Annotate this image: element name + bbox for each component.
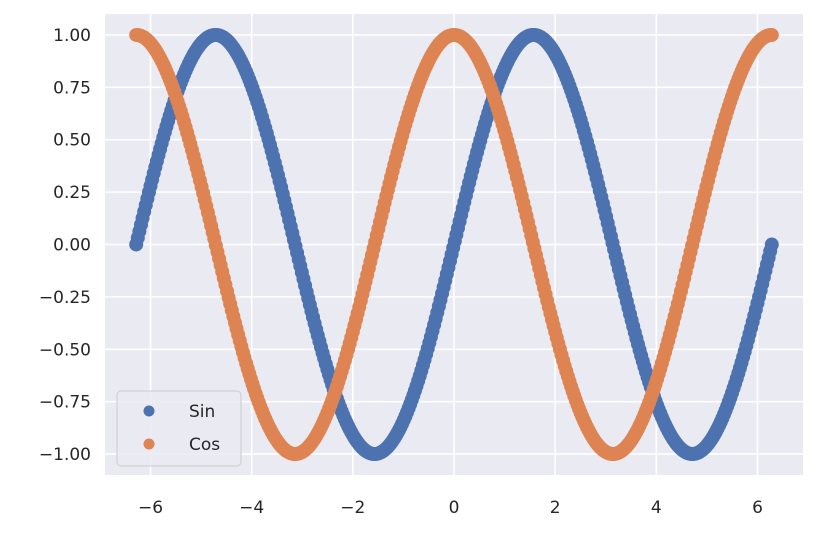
- legend-box: [116, 390, 242, 467]
- data-point: [764, 237, 779, 252]
- x-tick-label: −4: [239, 498, 264, 518]
- x-tick-label: −2: [340, 498, 365, 518]
- data-point: [764, 27, 779, 42]
- tick-labels: −6 −4 −2 0 2 4 6 1.00 0.75 0.50 0.25 0.00 −0.25 −0.50…: [39, 26, 763, 518]
- x-tick-label: 0: [449, 498, 460, 518]
- legend-label: Cos: [189, 435, 220, 455]
- legend: Sin Cos: [116, 390, 242, 467]
- y-tick-label: −0.25: [39, 288, 91, 308]
- series-cos: [129, 27, 779, 462]
- x-tick-label: −6: [138, 498, 163, 518]
- y-tick-label: 0.50: [53, 131, 91, 151]
- series-sin: [129, 27, 779, 462]
- y-tick-label: −0.75: [39, 393, 91, 413]
- series-layer: [129, 27, 779, 462]
- y-tick-label: 1.00: [53, 26, 91, 46]
- y-tick-label: 0.75: [53, 78, 91, 98]
- legend-label: Sin: [189, 402, 215, 422]
- x-tick-label: 6: [752, 498, 763, 518]
- x-tick-label: 4: [651, 498, 662, 518]
- y-tick-label: 0.00: [53, 236, 91, 256]
- y-tick-label: −1.00: [39, 445, 91, 465]
- y-tick-label: −0.50: [39, 340, 91, 360]
- legend-marker: [143, 438, 155, 450]
- y-tick-label: 0.25: [53, 183, 91, 203]
- x-tick-label: 2: [550, 498, 561, 518]
- legend-marker: [143, 405, 155, 417]
